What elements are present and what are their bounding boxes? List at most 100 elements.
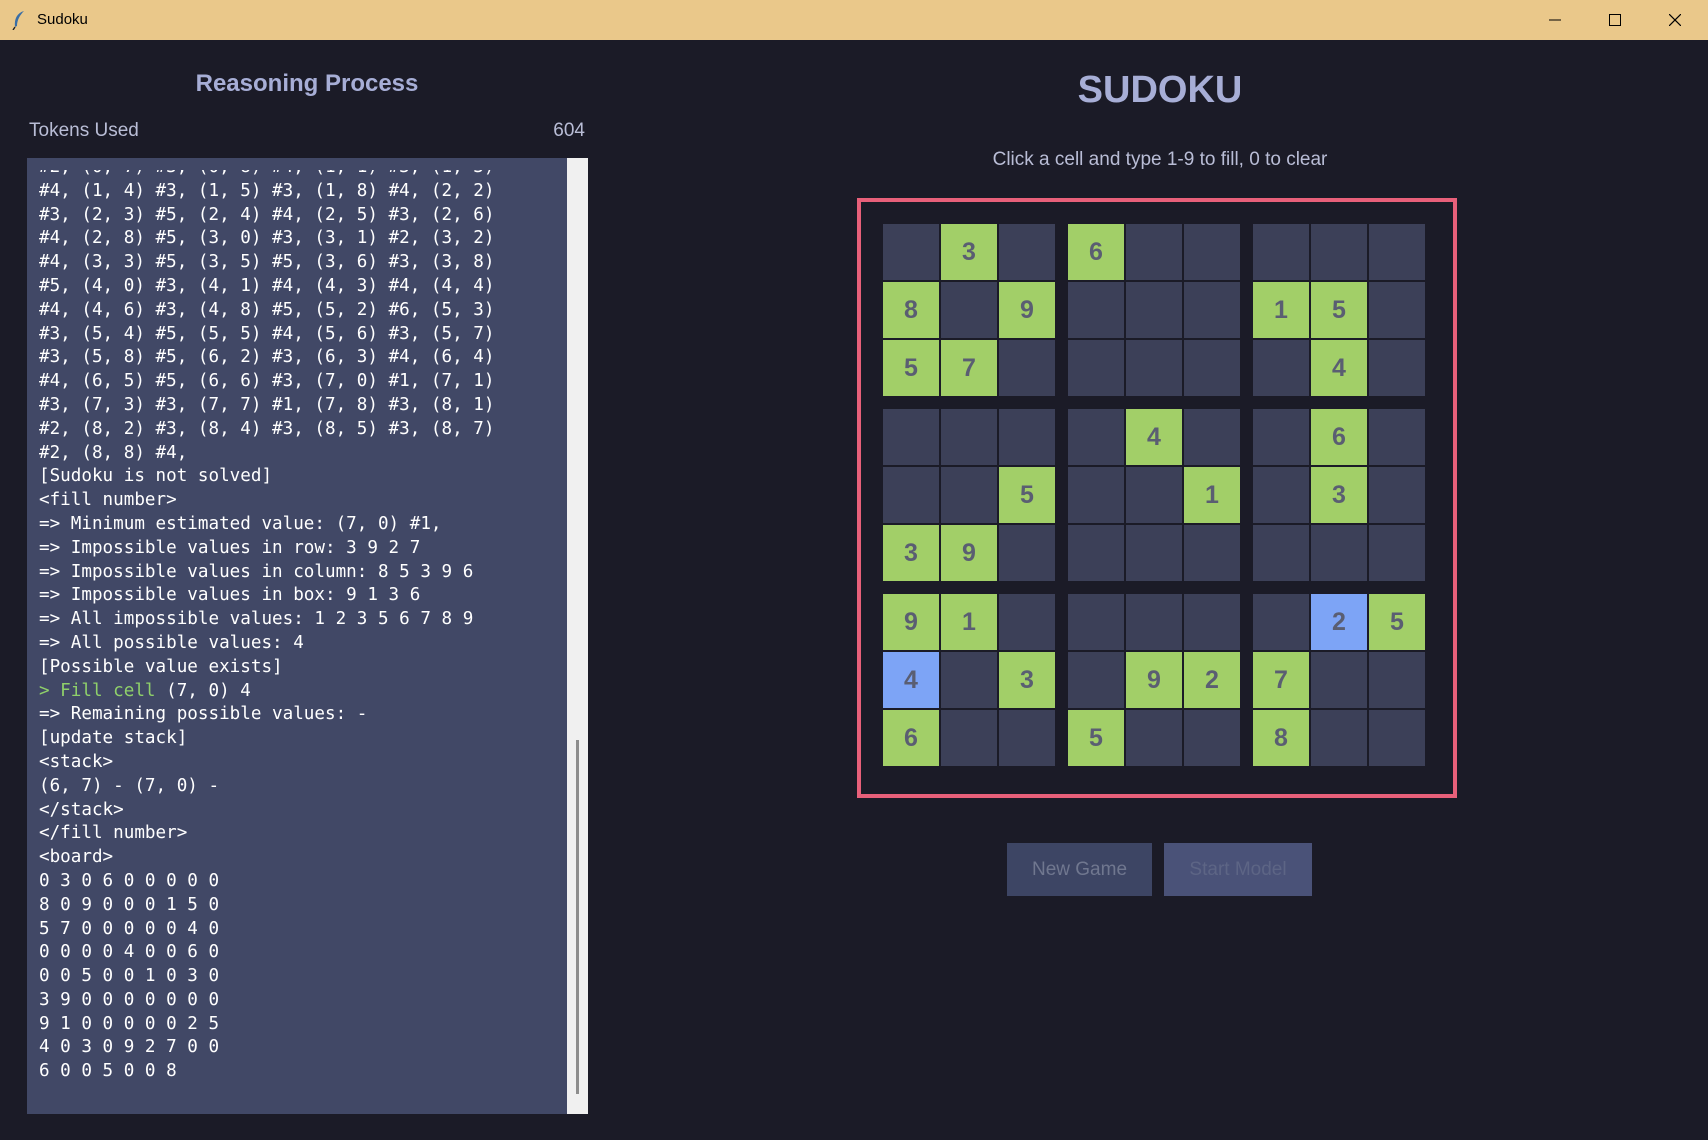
- sudoku-cell[interactable]: [999, 594, 1055, 650]
- sudoku-title: SUDOKU: [1077, 69, 1243, 111]
- sudoku-cell[interactable]: [1126, 594, 1182, 650]
- tokens-used-value: 604: [553, 120, 585, 141]
- sudoku-cell[interactable]: [1184, 282, 1240, 338]
- minimize-button[interactable]: [1525, 0, 1585, 40]
- sudoku-cell[interactable]: 9: [941, 525, 997, 581]
- sudoku-cell[interactable]: 8: [883, 282, 939, 338]
- log-line: => Impossible values in column: 8 5 3 9 …: [39, 561, 474, 582]
- sudoku-cell[interactable]: [1068, 652, 1124, 708]
- log-line: 4 0 3 0 9 2 7 0 0: [39, 1037, 220, 1058]
- sudoku-cell[interactable]: [1126, 282, 1182, 338]
- sudoku-cell[interactable]: 7: [941, 340, 997, 396]
- log-line: => Remaining possible values: -: [39, 704, 368, 725]
- sudoku-cell[interactable]: [1184, 224, 1240, 280]
- sudoku-cell[interactable]: [1184, 525, 1240, 581]
- sudoku-cell[interactable]: [1369, 340, 1425, 396]
- log-line: </fill number>: [39, 823, 188, 844]
- sudoku-cell[interactable]: [1253, 340, 1309, 396]
- sudoku-cell[interactable]: [1184, 340, 1240, 396]
- sudoku-cell[interactable]: 6: [1311, 409, 1367, 465]
- sudoku-cell[interactable]: [1369, 409, 1425, 465]
- sudoku-cell[interactable]: 5: [999, 467, 1055, 523]
- sudoku-cell[interactable]: [1253, 594, 1309, 650]
- sudoku-cell[interactable]: [999, 340, 1055, 396]
- sudoku-cell[interactable]: [883, 409, 939, 465]
- sudoku-cell[interactable]: [1369, 282, 1425, 338]
- sudoku-cell[interactable]: [1068, 594, 1124, 650]
- sudoku-cell[interactable]: [1369, 525, 1425, 581]
- sudoku-cell[interactable]: [999, 224, 1055, 280]
- sudoku-cell[interactable]: [999, 525, 1055, 581]
- sudoku-cell[interactable]: 1: [1184, 467, 1240, 523]
- sudoku-cell[interactable]: 3: [1311, 467, 1367, 523]
- log-line: #3, (7, 3) #3, (7, 7) #1, (7, 8) #3, (8,…: [39, 394, 495, 415]
- sudoku-cell[interactable]: [1369, 710, 1425, 766]
- sudoku-cell[interactable]: [1126, 340, 1182, 396]
- sudoku-cell[interactable]: [999, 710, 1055, 766]
- sudoku-cell[interactable]: [1068, 282, 1124, 338]
- sudoku-cell[interactable]: [1311, 224, 1367, 280]
- sudoku-cell[interactable]: 9: [999, 282, 1055, 338]
- sudoku-cell[interactable]: [1184, 594, 1240, 650]
- sudoku-cell[interactable]: 7: [1253, 652, 1309, 708]
- scrollbar-thumb[interactable]: [576, 740, 579, 1094]
- sudoku-cell[interactable]: [1369, 224, 1425, 280]
- sudoku-cell[interactable]: 5: [1369, 594, 1425, 650]
- sudoku-cell[interactable]: [1253, 224, 1309, 280]
- sudoku-cell[interactable]: [999, 409, 1055, 465]
- sudoku-cell[interactable]: 5: [1311, 282, 1367, 338]
- sudoku-cell[interactable]: [1126, 224, 1182, 280]
- sudoku-cell[interactable]: [1126, 467, 1182, 523]
- sudoku-cell[interactable]: [941, 710, 997, 766]
- sudoku-cell[interactable]: [1369, 652, 1425, 708]
- sudoku-cell[interactable]: [1253, 409, 1309, 465]
- sudoku-cell[interactable]: 5: [883, 340, 939, 396]
- sudoku-cell[interactable]: [941, 467, 997, 523]
- sudoku-cell[interactable]: [941, 282, 997, 338]
- sudoku-cell[interactable]: [1253, 525, 1309, 581]
- sudoku-cell[interactable]: 8: [1253, 710, 1309, 766]
- sudoku-cell[interactable]: 3: [883, 525, 939, 581]
- sudoku-cell[interactable]: [883, 224, 939, 280]
- sudoku-cell[interactable]: [1311, 652, 1367, 708]
- log-scrollbar[interactable]: [567, 158, 588, 1114]
- start-model-button[interactable]: Start Model: [1164, 843, 1312, 896]
- sudoku-cell[interactable]: 5: [1068, 710, 1124, 766]
- sudoku-cell[interactable]: [1126, 710, 1182, 766]
- sudoku-cell[interactable]: [1126, 525, 1182, 581]
- sudoku-cell[interactable]: 4: [883, 652, 939, 708]
- log-line: => All possible values: 4: [39, 632, 304, 653]
- sudoku-cell[interactable]: 3: [999, 652, 1055, 708]
- reasoning-log[interactable]: #2, (0, 7) #3, (0, 8) #4, (1, 1) #3, (1,…: [27, 158, 567, 1114]
- sudoku-cell[interactable]: 9: [1126, 652, 1182, 708]
- sudoku-cell[interactable]: 1: [1253, 282, 1309, 338]
- sudoku-cell[interactable]: 4: [1311, 340, 1367, 396]
- sudoku-cell[interactable]: 4: [1126, 409, 1182, 465]
- sudoku-cell[interactable]: 6: [1068, 224, 1124, 280]
- sudoku-cell[interactable]: [1068, 525, 1124, 581]
- sudoku-cell[interactable]: [1184, 409, 1240, 465]
- sudoku-cell[interactable]: 2: [1184, 652, 1240, 708]
- sudoku-cell[interactable]: 3: [941, 224, 997, 280]
- sudoku-cell[interactable]: 1: [941, 594, 997, 650]
- sudoku-cell[interactable]: [1253, 467, 1309, 523]
- log-line: #4, (4, 6) #3, (4, 8) #5, (5, 2) #6, (5,…: [39, 299, 495, 320]
- sudoku-cell[interactable]: [1068, 467, 1124, 523]
- sudoku-cell[interactable]: [883, 467, 939, 523]
- maximize-button[interactable]: [1585, 0, 1645, 40]
- new-game-button[interactable]: New Game: [1007, 843, 1152, 896]
- sudoku-cell[interactable]: [941, 409, 997, 465]
- sudoku-cell[interactable]: 6: [883, 710, 939, 766]
- sudoku-cell[interactable]: 9: [883, 594, 939, 650]
- sudoku-cell[interactable]: [1184, 710, 1240, 766]
- sudoku-cell[interactable]: [1311, 525, 1367, 581]
- sudoku-cell[interactable]: [1068, 409, 1124, 465]
- sudoku-cell[interactable]: [1068, 340, 1124, 396]
- sudoku-cell[interactable]: 2: [1311, 594, 1367, 650]
- sudoku-cell[interactable]: [941, 652, 997, 708]
- close-button[interactable]: [1645, 0, 1705, 40]
- sudoku-cell[interactable]: [1311, 710, 1367, 766]
- sudoku-cell[interactable]: [1369, 467, 1425, 523]
